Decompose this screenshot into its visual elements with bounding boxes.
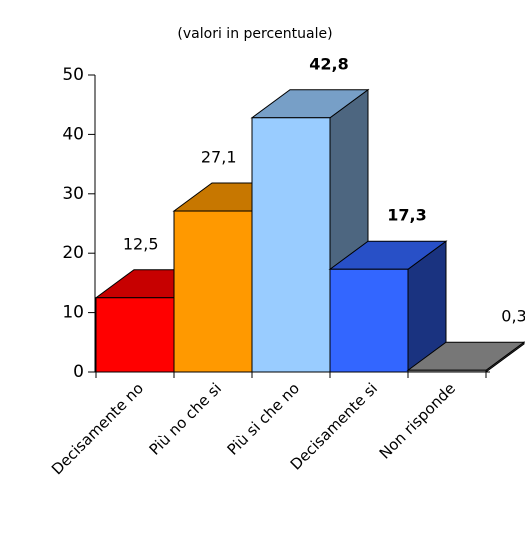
y-tick-label: 40 — [62, 124, 84, 144]
bar — [251, 117, 331, 373]
y-tick-label: 20 — [62, 243, 84, 263]
value-label: 27,1 — [201, 148, 237, 167]
x-tick-label: Decisamente no — [48, 379, 147, 478]
value-label: 42,8 — [309, 54, 348, 73]
x-tick-label: Non risponde — [376, 379, 459, 462]
y-tick-label: 10 — [62, 303, 84, 323]
bar — [329, 268, 409, 373]
x-tick-label: Più si che no — [224, 379, 303, 458]
bar — [95, 297, 175, 373]
y-tick-label: 50 — [62, 65, 84, 85]
value-label: 12,5 — [123, 234, 159, 253]
x-tick-label: Più no che si — [146, 379, 225, 458]
y-tick-label: 0 — [73, 362, 84, 382]
bar — [173, 210, 253, 373]
value-label: 0,3 — [501, 307, 525, 326]
value-label: 17,3 — [387, 206, 426, 225]
y-tick-label: 30 — [62, 184, 84, 204]
chart-subtitle: (valori in percentuale) — [177, 26, 332, 42]
